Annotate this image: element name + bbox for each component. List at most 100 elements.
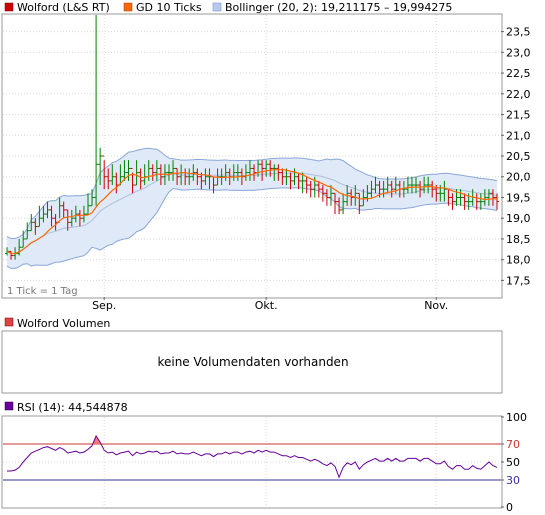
ohlc-bar bbox=[316, 180, 321, 198]
ohlc-bar bbox=[77, 209, 82, 227]
legend-swatch-bollinger bbox=[212, 2, 222, 12]
ohlc-bars bbox=[5, 15, 499, 260]
rsi-y-axis: 0 30 50 70 100 bbox=[501, 411, 527, 514]
ohlc-bar bbox=[252, 164, 257, 181]
ohlc-bar bbox=[478, 193, 483, 210]
ohlc-bar bbox=[405, 176, 410, 194]
ohlc-bar bbox=[122, 160, 127, 181]
price-legend: Wolford (L&S RT) GD 10 Ticks Bollinger (… bbox=[4, 1, 452, 14]
ohlc-bar bbox=[166, 164, 171, 181]
ohlc-bar bbox=[361, 189, 366, 207]
price-y-tick-label: 21,5 bbox=[506, 109, 531, 122]
ohlc-bar bbox=[369, 180, 374, 198]
bollinger-upper-line bbox=[6, 147, 498, 240]
bollinger-lower-line bbox=[6, 187, 498, 269]
ohlc-bar bbox=[288, 172, 293, 190]
ohlc-bar bbox=[341, 193, 346, 215]
price-y-tick-label: 18,0 bbox=[506, 254, 531, 267]
ohlc-bar bbox=[373, 176, 378, 194]
ohlc-bar bbox=[29, 214, 34, 232]
ohlc-bar bbox=[61, 201, 66, 219]
ohlc-bar bbox=[243, 164, 248, 181]
ohlc-bar bbox=[385, 176, 390, 194]
ohlc-bar bbox=[381, 180, 386, 198]
ohlc-bar bbox=[175, 167, 180, 186]
ohlc-bar bbox=[73, 205, 78, 223]
ohlc-bar bbox=[98, 147, 103, 186]
ohlc-bar bbox=[324, 189, 329, 206]
ohlc-bar bbox=[426, 176, 431, 194]
ohlc-bar bbox=[41, 205, 46, 223]
price-y-tick-label: 22,5 bbox=[506, 67, 531, 80]
volume-plot-frame bbox=[1, 330, 503, 394]
price-x-tick-label: Nov. bbox=[424, 299, 448, 312]
ohlc-bar bbox=[495, 193, 499, 210]
legend-label-volume: Wolford Volumen bbox=[17, 317, 110, 330]
ohlc-bar bbox=[308, 180, 313, 198]
ohlc-bar bbox=[462, 193, 467, 210]
legend-label-gd: GD 10 Ticks bbox=[136, 1, 202, 14]
ohlc-bar bbox=[333, 192, 338, 215]
price-y-tick-label: 19,0 bbox=[506, 212, 531, 225]
rsi-line bbox=[7, 434, 498, 479]
price-panel: Wolford (L&S RT) GD 10 Ticks Bollinger (… bbox=[1, 1, 531, 312]
ohlc-bar bbox=[490, 189, 495, 206]
rsi-y-tick-label: 70 bbox=[506, 438, 520, 451]
ohlc-bar bbox=[219, 168, 224, 186]
rsi-grid bbox=[3, 417, 501, 507]
ohlc-bar bbox=[199, 172, 204, 190]
price-y-tick-label: 20,0 bbox=[506, 171, 531, 184]
ohlc-bar bbox=[33, 218, 38, 235]
legend-label-wolford: Wolford (L&S RT) bbox=[17, 1, 110, 14]
ohlc-bar bbox=[110, 164, 115, 186]
rsi-series-line bbox=[7, 434, 498, 479]
ohlc-bar bbox=[235, 164, 240, 181]
rsi-panel: RSI (14): 44,544878 0 30 50 70 100 bbox=[1, 401, 527, 514]
price-x-tick-label: Sep. bbox=[92, 299, 116, 312]
ohlc-bar bbox=[272, 164, 277, 181]
ohlc-bar bbox=[45, 201, 50, 219]
legend-label-bollinger: Bollinger (20, 2): 19,211175 – 19,994275 bbox=[225, 1, 452, 14]
ohlc-bar bbox=[191, 164, 196, 181]
ohlc-bar bbox=[195, 168, 200, 186]
ohlc-bar bbox=[409, 176, 414, 194]
rsi-y-tick-label: 50 bbox=[506, 456, 520, 469]
ohlc-bar bbox=[49, 205, 54, 227]
bollinger-band-area bbox=[7, 148, 497, 269]
ohlc-bar bbox=[134, 160, 139, 186]
volume-panel: Wolford Volumen keine Volumendaten vorha… bbox=[1, 317, 503, 394]
ohlc-bar bbox=[268, 160, 273, 177]
legend-swatch-wolford bbox=[4, 2, 14, 12]
gd-10-line bbox=[6, 169, 498, 255]
ohlc-bar bbox=[81, 205, 86, 223]
ohlc-bar bbox=[65, 209, 70, 231]
ohlc-bar bbox=[430, 180, 435, 198]
price-y-tick-label: 23,0 bbox=[506, 46, 531, 59]
ohlc-bar bbox=[203, 168, 208, 186]
ohlc-bar bbox=[300, 172, 305, 194]
price-y-axis: 17,5 18,0 18,5 19,0 19,5 20,0 20,5 21,0 21,5 22,0… bbox=[501, 26, 531, 287]
ohlc-bar bbox=[389, 180, 394, 198]
price-y-tick-label: 22,0 bbox=[506, 88, 531, 101]
ohlc-bar bbox=[247, 160, 252, 181]
ohlc-bar bbox=[90, 189, 95, 207]
ohlc-bar bbox=[17, 238, 22, 256]
ohlc-bar bbox=[320, 185, 325, 202]
ohlc-bar bbox=[349, 189, 354, 206]
ohlc-bar bbox=[422, 176, 427, 194]
ohlc-bar bbox=[94, 15, 99, 206]
legend-label-rsi: RSI (14): 44,544878 bbox=[17, 401, 128, 414]
ohlc-bar bbox=[37, 205, 42, 227]
ohlc-bar bbox=[442, 180, 447, 202]
ohlc-bar bbox=[486, 189, 491, 206]
ohlc-bar bbox=[102, 155, 107, 190]
no-volume-message: keine Volumendaten vorhanden bbox=[157, 355, 348, 369]
ohlc-bar bbox=[106, 168, 111, 190]
ohlc-bar bbox=[450, 193, 455, 210]
ohlc-bar bbox=[130, 167, 135, 194]
ohlc-bar bbox=[482, 189, 487, 206]
price-y-tick-label: 20,5 bbox=[506, 150, 531, 163]
ohlc-bar bbox=[304, 176, 309, 194]
ohlc-bar bbox=[150, 164, 155, 181]
